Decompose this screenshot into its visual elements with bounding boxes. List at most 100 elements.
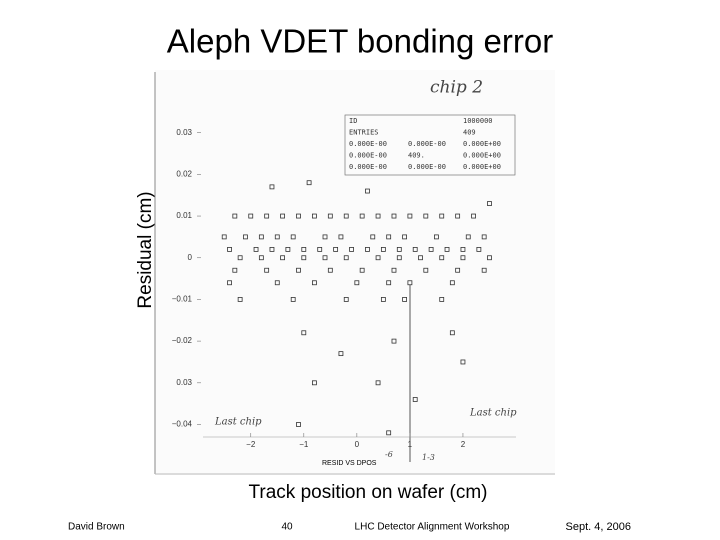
- point: [407, 280, 413, 286]
- y-tick-label: −0.02: [172, 336, 193, 345]
- point: [391, 338, 397, 344]
- point: [391, 213, 397, 219]
- point: [481, 234, 487, 240]
- point: [396, 255, 402, 261]
- point: [465, 234, 471, 240]
- point: [412, 397, 418, 402]
- point: [455, 213, 461, 219]
- point: [439, 255, 445, 261]
- point: [386, 280, 392, 286]
- point: [296, 267, 301, 273]
- point: [322, 234, 328, 240]
- point: [434, 234, 439, 240]
- point: [343, 297, 349, 302]
- point: [449, 280, 455, 286]
- point: [258, 234, 264, 240]
- point: [312, 280, 317, 286]
- point: [232, 267, 238, 273]
- stats-cell: 409.: [408, 152, 425, 160]
- point: [327, 213, 333, 219]
- point: [290, 297, 296, 302]
- x-tick-label: 0: [355, 440, 360, 449]
- point: [290, 234, 296, 240]
- point: [402, 297, 407, 302]
- point: [343, 255, 349, 261]
- point: [285, 247, 291, 252]
- point: [301, 255, 307, 261]
- stats-cell: 0.000E-00: [408, 140, 446, 148]
- point: [449, 330, 455, 336]
- point: [227, 247, 232, 252]
- point: [428, 247, 434, 252]
- y-tick-label: 0.02: [176, 169, 192, 178]
- point: [396, 247, 402, 252]
- scan-background: [155, 70, 555, 475]
- y-tick-label: −0.04: [172, 420, 193, 429]
- point: [301, 247, 307, 252]
- stats-cell: 0.000E-00: [349, 140, 387, 148]
- point: [359, 267, 365, 273]
- point: [380, 247, 386, 252]
- point: [439, 213, 445, 219]
- point: [221, 234, 227, 240]
- point: [476, 247, 482, 252]
- stats-cell: 0.000E+00: [463, 140, 501, 148]
- annotation: chip 2: [430, 78, 483, 98]
- point: [264, 213, 270, 219]
- point: [412, 247, 418, 252]
- point: [343, 213, 349, 219]
- point: [365, 188, 370, 194]
- x-tick-label: −1: [299, 440, 309, 449]
- stats-cell: 0.000E-00: [349, 163, 387, 171]
- footer-event: LHC Detector Alignment Workshop: [355, 522, 510, 533]
- point: [264, 267, 270, 273]
- point: [375, 255, 381, 261]
- y-tick-label: −0.01: [172, 295, 193, 304]
- stats-cell: ID: [349, 117, 357, 125]
- point: [349, 247, 354, 252]
- y-tick-label: 0: [188, 253, 193, 262]
- point: [232, 213, 238, 219]
- stats-box: [344, 114, 516, 176]
- annotation: RESID VS DPOS: [322, 460, 377, 467]
- point: [375, 213, 381, 219]
- footer-date: Sept. 4, 2006: [566, 521, 631, 533]
- point: [296, 213, 301, 219]
- point: [380, 297, 386, 302]
- annotation: Last chip: [214, 417, 262, 428]
- point: [460, 359, 466, 365]
- point: [481, 267, 487, 273]
- point: [487, 201, 492, 206]
- footer-page: 40: [281, 522, 293, 533]
- x-tick-label: −2: [246, 440, 256, 449]
- point: [274, 280, 280, 286]
- point: [471, 213, 476, 219]
- point: [227, 280, 232, 286]
- point: [333, 247, 339, 252]
- point: [237, 255, 243, 261]
- point: [418, 255, 423, 261]
- point: [253, 247, 259, 252]
- point: [460, 255, 466, 261]
- point: [391, 267, 397, 273]
- x-tick-label: 2: [461, 440, 466, 449]
- point: [322, 255, 328, 261]
- point: [423, 213, 429, 219]
- point: [460, 247, 466, 252]
- point: [269, 247, 275, 252]
- point: [237, 297, 243, 302]
- stats-cell: 0.000E-00: [349, 152, 387, 160]
- point: [375, 380, 381, 386]
- point: [312, 213, 317, 219]
- point: [243, 234, 248, 240]
- point: [296, 422, 301, 427]
- point: [280, 213, 285, 219]
- y-tick-label: 0.03: [176, 128, 192, 137]
- stats-cell: 1000000: [463, 117, 493, 125]
- y-tick-label: 0.03: [176, 378, 192, 387]
- point: [386, 430, 392, 436]
- point: [354, 280, 360, 286]
- point: [407, 213, 413, 219]
- stats-cell: 0.000E+00: [463, 152, 501, 160]
